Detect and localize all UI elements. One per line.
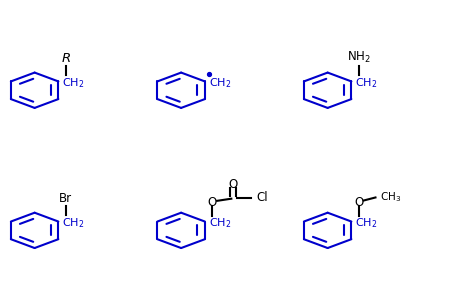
Text: NH$_2$: NH$_2$	[347, 50, 371, 65]
Text: CH$_2$: CH$_2$	[62, 76, 84, 90]
Text: O: O	[354, 196, 364, 209]
Text: CH$_2$: CH$_2$	[62, 216, 84, 230]
Text: CH$_2$: CH$_2$	[209, 76, 231, 90]
Text: R: R	[61, 52, 71, 65]
Text: Cl: Cl	[256, 191, 268, 204]
Text: Br: Br	[59, 192, 73, 205]
Text: CH$_2$: CH$_2$	[355, 76, 377, 90]
Text: CH$_2$: CH$_2$	[209, 216, 231, 230]
Text: CH$_2$: CH$_2$	[355, 216, 377, 230]
Text: O: O	[228, 177, 237, 191]
Text: CH$_3$: CH$_3$	[380, 190, 401, 204]
Text: O: O	[208, 196, 217, 209]
